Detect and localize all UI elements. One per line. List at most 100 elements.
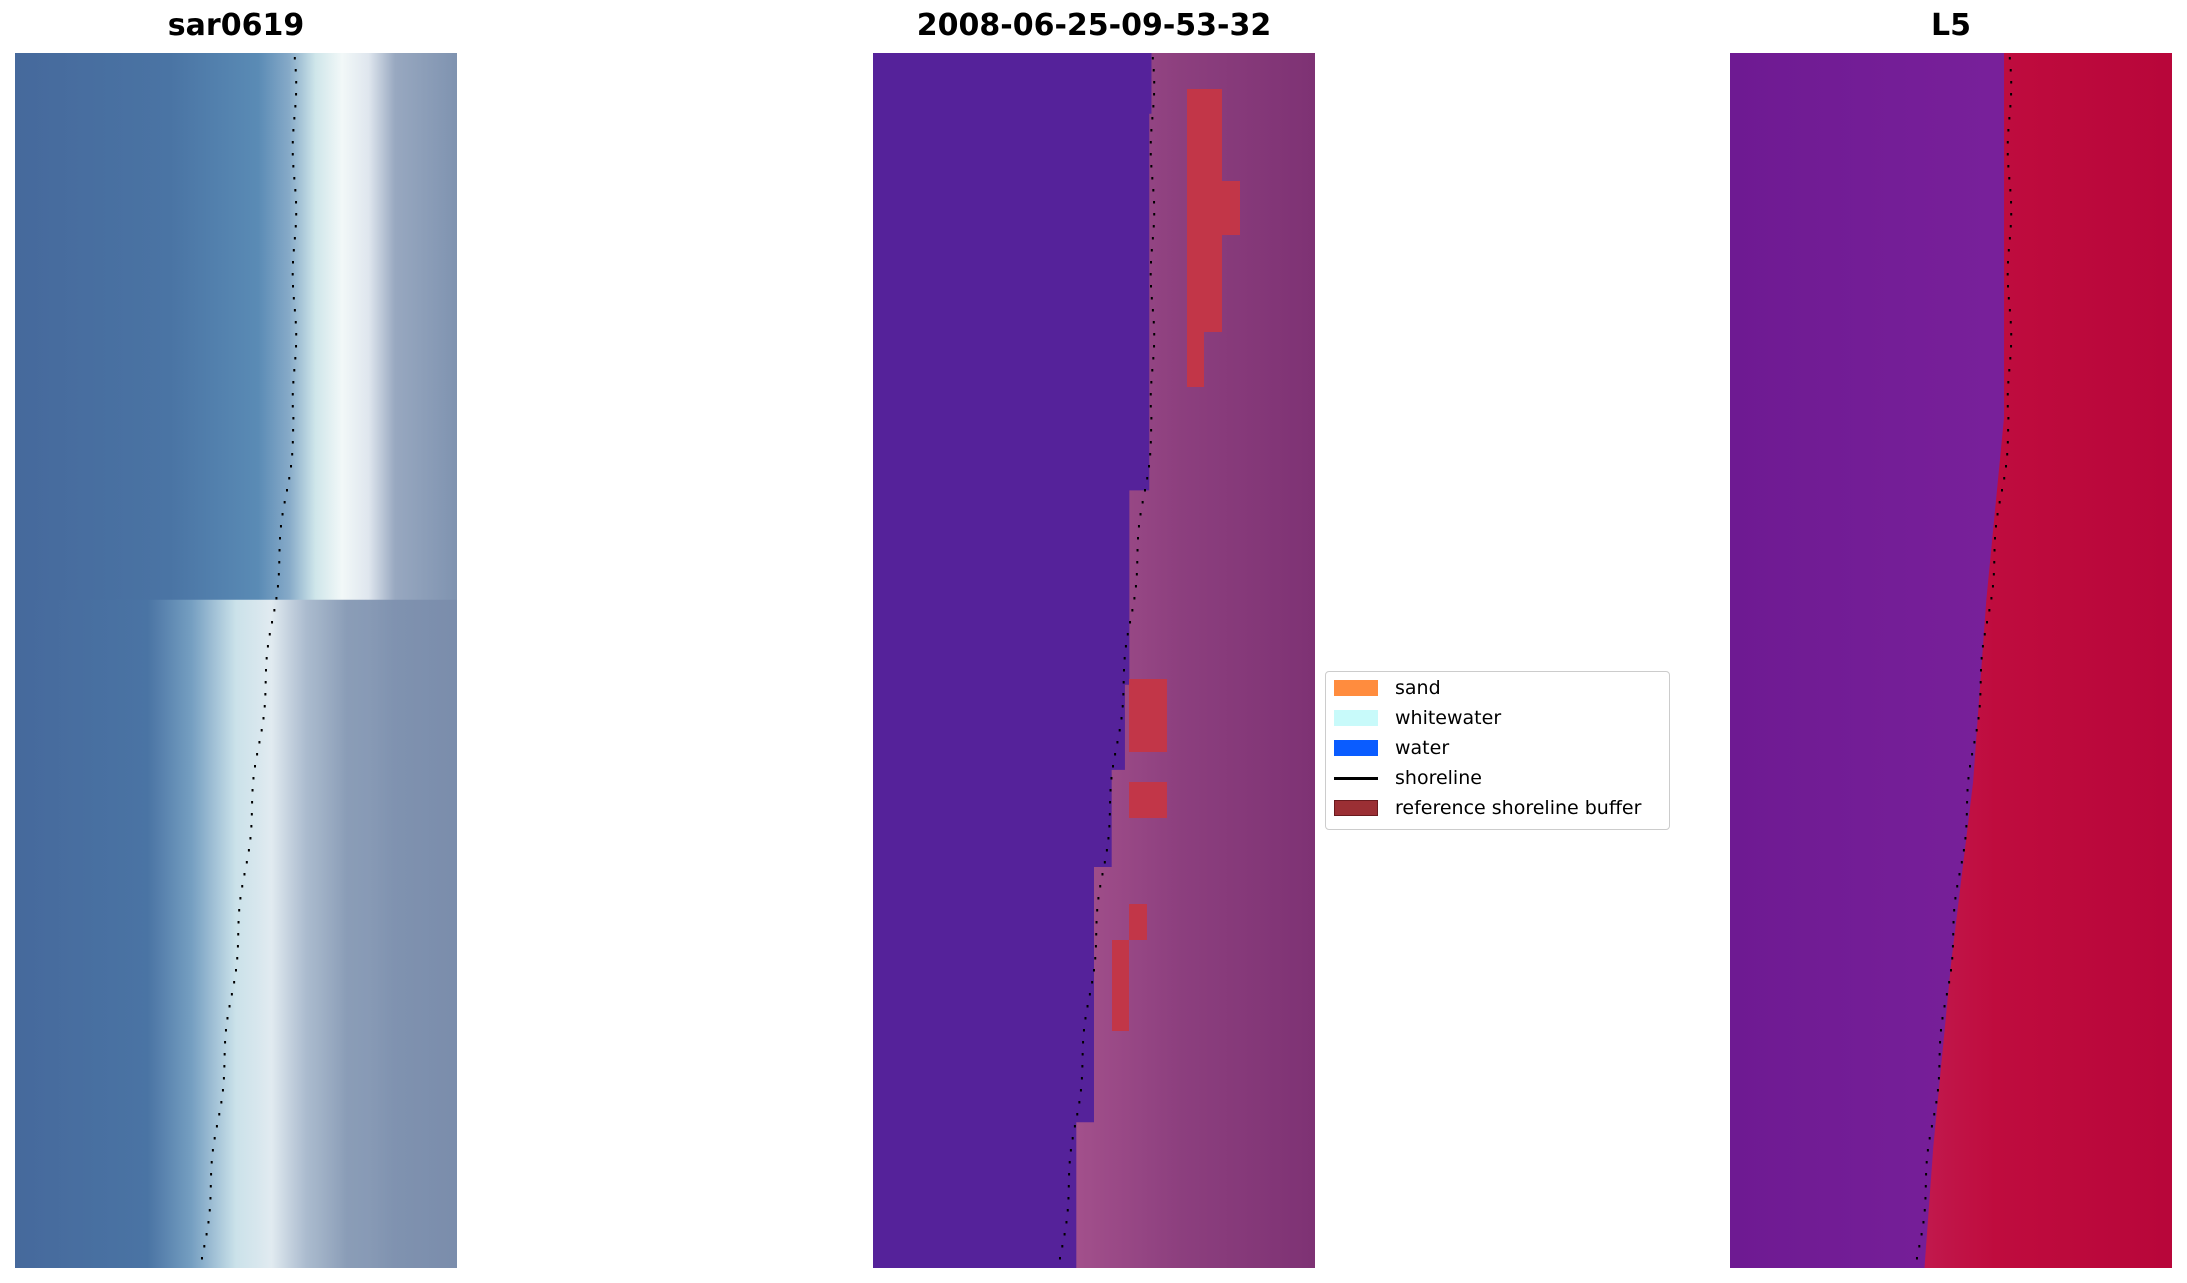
shoreline-point xyxy=(2005,465,2008,468)
shoreline-point xyxy=(291,405,294,408)
shoreline-point xyxy=(247,849,250,852)
shoreline-point xyxy=(1937,1077,1940,1080)
shoreline-point xyxy=(2006,453,2009,456)
shoreline-point xyxy=(288,477,291,480)
buffer-patch xyxy=(1186,89,1223,333)
shoreline-point xyxy=(291,273,294,276)
shoreline-point xyxy=(1918,1245,1921,1248)
shoreline-point xyxy=(1109,801,1112,804)
shoreline-point xyxy=(1134,585,1137,588)
shoreline-point xyxy=(239,897,242,900)
shoreline-point xyxy=(1149,261,1152,264)
shoreline-point xyxy=(1114,753,1117,756)
shoreline-point xyxy=(1063,1233,1066,1236)
shoreline-point xyxy=(1065,1221,1068,1224)
shoreline-point xyxy=(290,465,293,468)
rgb-image-panel xyxy=(15,53,457,1268)
shoreline-point xyxy=(1149,153,1152,156)
shoreline-point xyxy=(1101,873,1104,876)
shoreline-point xyxy=(1108,813,1111,816)
shoreline-point xyxy=(1097,897,1100,900)
shoreline-point xyxy=(294,357,297,360)
rgb-image-lower xyxy=(15,599,457,1268)
shoreline-point xyxy=(1123,657,1126,660)
shoreline-point xyxy=(293,237,296,240)
shoreline-point xyxy=(1939,1041,1942,1044)
shoreline-point xyxy=(1152,225,1155,228)
shoreline-point xyxy=(273,609,276,612)
index-image-panel xyxy=(1730,53,2172,1268)
shoreline-point xyxy=(1986,621,1989,624)
shoreline-point xyxy=(1964,837,1967,840)
shoreline-point xyxy=(291,141,294,144)
shoreline-point xyxy=(1103,861,1106,864)
shoreline-point xyxy=(2006,261,2009,264)
shoreline-point xyxy=(2009,321,2012,324)
shoreline-point xyxy=(208,1209,211,1212)
shoreline-point xyxy=(265,657,268,660)
shoreline-point xyxy=(203,1245,206,1248)
legend-label: shoreline xyxy=(1395,767,1482,789)
shoreline-point xyxy=(1150,417,1153,420)
shoreline-point xyxy=(224,1029,227,1032)
shoreline-point xyxy=(1095,921,1098,924)
shoreline-point xyxy=(1151,117,1154,120)
shoreline-point xyxy=(1146,477,1149,480)
shoreline-point xyxy=(2006,273,2009,276)
shoreline-point xyxy=(2010,201,2013,204)
shoreline-point xyxy=(1081,1053,1084,1056)
shoreline-point xyxy=(1061,1245,1064,1248)
shoreline-point xyxy=(1082,1041,1085,1044)
shoreline-point xyxy=(218,1113,221,1116)
shoreline-point xyxy=(1153,213,1156,216)
shoreline-point xyxy=(1965,825,1968,828)
shoreline-point xyxy=(1084,1017,1087,1020)
shoreline-point xyxy=(1962,849,1965,852)
shoreline-point xyxy=(1105,849,1108,852)
shoreline-point xyxy=(1153,93,1156,96)
shoreline-point xyxy=(1953,909,1956,912)
buffer-patch xyxy=(1186,332,1205,388)
shoreline-point xyxy=(1153,333,1156,336)
shoreline-point xyxy=(211,1149,214,1152)
shoreline-point xyxy=(294,105,297,108)
shoreline-point xyxy=(2006,393,2009,396)
shoreline-point xyxy=(1091,981,1094,984)
shoreline-point xyxy=(1067,1185,1070,1188)
shoreline-point xyxy=(207,1221,210,1224)
shoreline-point xyxy=(294,225,297,228)
shoreline-point xyxy=(1108,825,1111,828)
shoreline-point xyxy=(2007,429,2010,432)
shoreline-point xyxy=(2010,345,2013,348)
shoreline-point xyxy=(1951,957,1954,960)
legend-item-buffer: reference shoreline buffer xyxy=(1334,793,1641,823)
shoreline-point xyxy=(1058,1257,1061,1260)
shoreline-point xyxy=(1133,597,1136,600)
shoreline-point xyxy=(1939,1029,1942,1032)
shoreline-point xyxy=(205,1233,208,1236)
shoreline-point xyxy=(1137,525,1140,528)
shoreline-point xyxy=(1943,1005,1946,1008)
shoreline-point xyxy=(241,885,244,888)
shoreline-point xyxy=(1118,729,1121,732)
shoreline-point xyxy=(1094,957,1097,960)
shoreline-point xyxy=(2006,405,2009,408)
shoreline-point xyxy=(276,585,279,588)
shoreline-point xyxy=(200,1257,203,1260)
shoreline-point xyxy=(1935,1101,1938,1104)
shoreline-point xyxy=(292,165,295,168)
shoreline-point xyxy=(1981,645,1984,648)
shoreline-point xyxy=(1124,645,1127,648)
shoreline-point xyxy=(295,81,298,84)
shoreline-point xyxy=(256,753,259,756)
shoreline-point xyxy=(1960,861,1963,864)
shoreline-point xyxy=(1967,777,1970,780)
shoreline-point xyxy=(1966,789,1969,792)
shoreline-point xyxy=(1149,405,1152,408)
shoreline-point xyxy=(292,429,295,432)
shoreline-point xyxy=(1151,57,1154,60)
buffer-patch xyxy=(1129,678,1167,752)
shoreline-point xyxy=(285,489,288,492)
shoreline-point xyxy=(1086,1005,1089,1008)
shoreline-point xyxy=(291,261,294,264)
